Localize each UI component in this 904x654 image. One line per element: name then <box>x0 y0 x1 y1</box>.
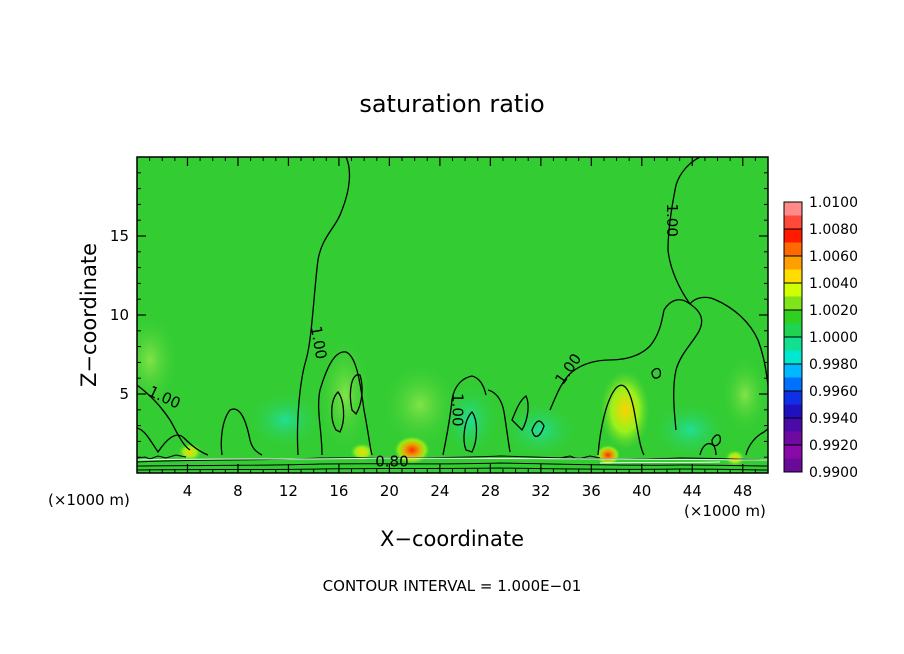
colorbar-swatch-18 <box>784 445 802 459</box>
y-tick-label-1: 10 <box>110 306 129 324</box>
colorbar-label-2: 1.0060 <box>809 249 858 265</box>
x-tick-label-9: 40 <box>632 482 651 500</box>
colorbar-label-7: 0.9960 <box>809 384 858 400</box>
colorbar-swatch-11 <box>784 350 802 365</box>
x-tick-label-1: 8 <box>233 482 243 500</box>
contour-interval-note: CONTOUR INTERVAL = 1.000E−01 <box>323 577 582 595</box>
colorbar-swatch-17 <box>784 431 802 446</box>
axis-ticks <box>137 157 769 473</box>
colorbar-swatch-7 <box>784 296 802 311</box>
contour-label-4: 1.00 <box>663 203 681 236</box>
colorbar-swatch-12 <box>784 364 802 378</box>
colorbar-swatch-13 <box>784 377 802 392</box>
y-tick-label-0: 5 <box>119 385 129 403</box>
x-tick-label-4: 20 <box>380 482 399 500</box>
x-tick-label-8: 36 <box>582 482 601 500</box>
colorbar-label-3: 1.0040 <box>809 276 858 292</box>
x-tick-label-2: 12 <box>279 482 298 500</box>
colorbar <box>783 201 803 473</box>
colorbar-label-9: 0.9920 <box>809 438 858 454</box>
surface-white-band <box>137 457 768 464</box>
colorbar-swatch-15 <box>784 404 802 419</box>
y-tick-label-2: 15 <box>110 227 129 245</box>
contour-label-2: 1.00 <box>449 393 467 426</box>
colorbar-label-8: 0.9940 <box>809 411 858 427</box>
colorbar-swatch-8 <box>784 310 802 324</box>
x-tick-labels: 4 8 12 16 20 24 28 32 36 40 44 48 <box>183 482 753 500</box>
colorbar-swatch-0 <box>784 202 802 216</box>
colorbar-swatch-5 <box>784 269 802 284</box>
field-shading <box>137 310 768 466</box>
colorbar-swatch-2 <box>784 229 802 243</box>
colorbar-swatch-1 <box>784 215 802 230</box>
contour-label-5: 0.80 <box>375 453 408 471</box>
colorbar-label-6: 0.9980 <box>809 357 858 373</box>
x-tick-label-3: 16 <box>329 482 348 500</box>
colorbar-labels: 1.0100 1.0080 1.0060 1.0040 1.0020 1.0000 0.99… <box>809 195 858 481</box>
contour-label-1: 1.00 <box>307 325 331 361</box>
x-tick-label-6: 28 <box>481 482 500 500</box>
x-axis-label: X−coordinate <box>380 527 524 551</box>
colorbar-swatch-3 <box>784 242 802 257</box>
colorbar-swatch-10 <box>784 337 802 351</box>
contour-field: 1.001.001.001.001.000.80 <box>137 157 768 473</box>
chart-title: saturation ratio <box>359 90 544 118</box>
colorbar-label-10: 0.9900 <box>809 465 858 481</box>
x-tick-label-11: 48 <box>733 482 752 500</box>
x-unit-right: (×1000 m) <box>684 502 766 520</box>
x-tick-label-7: 32 <box>531 482 550 500</box>
colorbar-swatch-16 <box>784 418 802 432</box>
x-tick-label-5: 24 <box>430 482 449 500</box>
colorbar-label-4: 1.0020 <box>809 303 858 319</box>
colorbar-label-5: 1.0000 <box>809 330 858 346</box>
colorbar-label-0: 1.0100 <box>809 195 858 211</box>
contour-lines <box>137 157 768 456</box>
colorbar-swatch-14 <box>784 391 802 405</box>
colorbar-swatch-9 <box>784 323 802 338</box>
colorbar-swatch-19 <box>784 458 802 473</box>
y-tick-labels: 5 10 15 <box>110 227 129 403</box>
y-axis-label: Z−coordinate <box>77 243 101 387</box>
colorbar-swatch-6 <box>784 283 802 297</box>
colorbar-label-1: 1.0080 <box>809 222 858 238</box>
x-unit-left: (×1000 m) <box>48 491 130 509</box>
x-tick-label-10: 44 <box>683 482 702 500</box>
colorbar-swatch-4 <box>784 256 802 270</box>
x-tick-label-0: 4 <box>183 482 193 500</box>
